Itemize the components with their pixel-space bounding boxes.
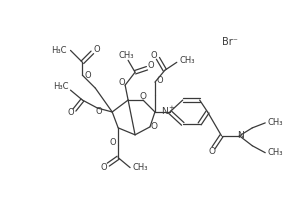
- Text: O: O: [148, 61, 154, 70]
- Text: CH₃: CH₃: [118, 51, 134, 60]
- Text: O: O: [67, 108, 74, 117]
- Text: O: O: [96, 108, 103, 117]
- Text: CH₃: CH₃: [267, 118, 283, 127]
- Text: O: O: [150, 122, 157, 131]
- Text: O: O: [139, 92, 146, 101]
- Text: CH₃: CH₃: [180, 56, 196, 65]
- Text: +: +: [168, 105, 174, 111]
- Text: O: O: [119, 78, 125, 87]
- Text: CH₃: CH₃: [267, 148, 283, 157]
- Text: Br⁻: Br⁻: [221, 37, 237, 48]
- Text: O: O: [151, 51, 157, 60]
- Text: O: O: [110, 138, 116, 147]
- Text: N: N: [162, 108, 168, 117]
- Text: O: O: [84, 71, 91, 80]
- Text: CH₃: CH₃: [132, 163, 148, 172]
- Text: O: O: [208, 147, 215, 156]
- Text: H₃C: H₃C: [51, 46, 66, 55]
- Text: O: O: [93, 45, 100, 54]
- Text: N: N: [237, 131, 244, 140]
- Text: H₃C: H₃C: [53, 82, 68, 91]
- Text: O: O: [101, 163, 108, 172]
- Text: O: O: [157, 76, 163, 85]
